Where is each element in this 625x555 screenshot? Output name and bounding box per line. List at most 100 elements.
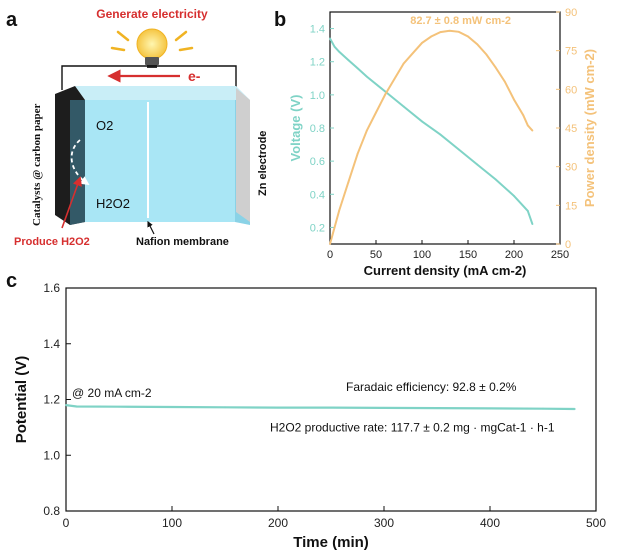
panel-a: a Generate electricity e- [6,7,269,248]
potential-point [542,407,544,410]
power-point [384,93,387,96]
potential-point [118,405,120,408]
y2-tick-label: 30 [565,162,577,174]
x-tick-label: 200 [505,249,523,261]
power-point [485,53,488,56]
power-point [467,35,469,38]
productive-rate-annotation: H2O2 productive rate: 117.7 ± 0.2 mg · m… [270,420,555,434]
x-axis-title: Current density (mA cm-2) [364,263,527,278]
y-tick-label: 1.4 [43,337,60,351]
y2-tick-label: 75 [565,46,577,58]
y2-tick-label: 15 [565,200,577,212]
current-density-annotation: @ 20 mA cm-2 [72,386,152,400]
potential-point [489,407,491,410]
catalyst-label: Catalysts @ carbon paper [31,104,43,226]
y2-tick-label: 60 [565,84,577,96]
power-point [503,80,506,83]
voltage-point [531,223,534,226]
produce-h2o2-label: Produce H2O2 [14,236,90,248]
y-tick-label: 1.2 [43,393,60,407]
potential-point [65,404,67,406]
potential-point [171,406,173,408]
x-tick-label: 300 [374,516,394,530]
y2-axis-title: Power density (mW cm-2) [582,49,597,207]
y-tick-label: 0.6 [310,156,325,168]
voltage-point [338,50,341,53]
catalyst-layer [70,100,85,225]
y-tick-label: 1.4 [310,24,325,36]
reaction-arrow [70,139,90,185]
y-axis-title: Voltage (V) [288,95,303,162]
voltage-point [439,133,442,136]
circuit-wire [61,65,237,90]
y-tick-label: 0.4 [310,189,325,201]
x-tick-label: 100 [413,249,431,261]
zn-electrode [236,88,250,222]
x-tick-label: 150 [459,249,477,261]
membrane-arrow [147,220,155,235]
y2-tick-label: 90 [565,7,577,19]
voltage-point [356,67,359,70]
peak-power-annotation: 82.7 ± 0.8 mW cm-2 [410,15,511,27]
potential-point [330,406,332,409]
voltage-point [347,59,350,61]
x-tick-label: 500 [586,516,606,530]
potential-point [75,405,78,408]
x-tick-label: 0 [63,516,70,530]
panel-a-letter: a [6,9,18,31]
potential-point [573,408,576,410]
voltage-point [329,37,331,40]
power-point [430,35,433,38]
potential-point [224,406,226,409]
produce-arrow [61,176,82,229]
voltage-point [513,195,515,197]
y-tick-label: 1.0 [310,90,325,102]
power-point [338,209,341,212]
x-tick-label: 100 [162,516,182,530]
power-series-line [329,29,534,245]
power-point [513,98,515,101]
faradaic-efficiency-annotation: Faradaic efficiency: 92.8 ± 0.2% [346,380,517,394]
power-point [526,124,529,127]
stability-chart: 0 100 200 300 400 500 0.8 1.0 1.2 1.4 1.6 Time (min… [13,281,606,551]
lightbulb-icon [110,28,194,68]
power-point [393,78,396,80]
y2-tick-label: 45 [565,123,577,135]
voltage-point [333,45,336,48]
power-point [522,114,525,117]
power-point [375,111,377,114]
y-axis-title: Potential (V) [13,356,30,444]
power-point [329,243,331,245]
panel-b: b 0 50 100 150 200 250 0.2 0.4 0.6 0.8 1.0 1.2 1.4 0 1… [274,7,597,278]
power-point [476,43,479,46]
power-point [531,129,534,132]
voltage-series-line [329,38,534,225]
potential-point [436,407,438,410]
y-tick-label: 0.2 [310,222,325,234]
cell-top-face [75,86,250,100]
y-tick-label: 0.8 [310,123,325,135]
voltage-point [526,209,529,212]
voltage-point [365,75,368,78]
power-point [411,52,414,55]
power-point [365,129,368,132]
x-tick-label: 50 [370,249,382,261]
panel-b-letter: b [274,9,286,31]
power-point [356,152,359,155]
potential-point [277,406,279,409]
potential-series-line [65,404,575,411]
x-tick-label: 200 [268,516,288,530]
voltage-point [402,105,405,108]
y2-tick-label: 0 [565,239,571,251]
h2o2-label: H2O2 [96,196,130,211]
electron-label: e- [188,68,201,84]
power-point [347,181,350,184]
panel-c: c 0 100 200 300 400 500 0.8 1.0 1.2 1.4 1.6 Time (m… [6,270,606,551]
electrolyte-front [85,100,235,222]
voltage-point [421,120,423,123]
power-point [421,42,423,44]
panel-c-letter: c [6,270,17,292]
potential-point [383,406,385,409]
nafion-membrane-label: Nafion membrane [136,236,229,248]
x-tick-label: 400 [480,516,500,530]
